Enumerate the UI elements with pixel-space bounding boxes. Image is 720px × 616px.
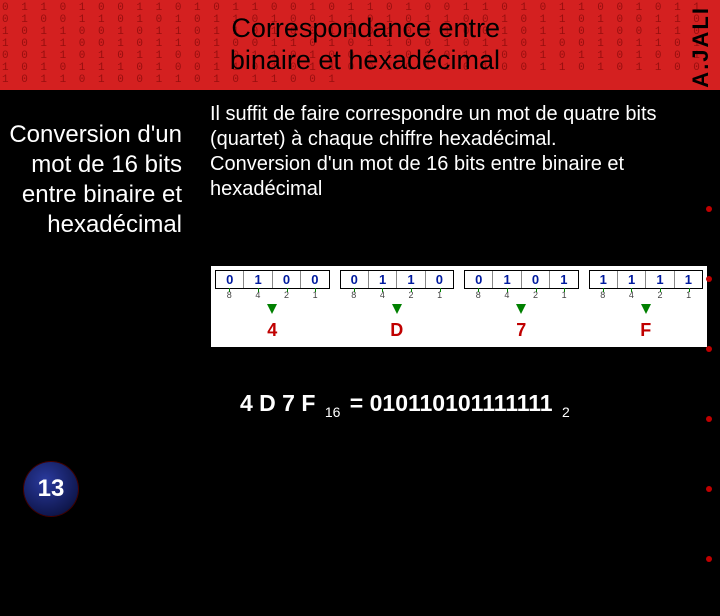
nibble-group: 01108421D (340, 270, 455, 341)
weight-cell: 8 (589, 290, 618, 304)
nibble-group: 010184217 (464, 270, 579, 341)
arrow-down-icon (464, 304, 579, 318)
bit-cell: 0 (465, 271, 493, 288)
weight-cell: 8 (340, 290, 369, 304)
dot-icon (706, 416, 712, 422)
weight-cell: 2 (397, 290, 426, 304)
bit-row: 0110 (340, 270, 455, 289)
dot-icon (706, 276, 712, 282)
nibble-group: 11118421F (589, 270, 704, 341)
weight-row: 8421 (215, 290, 330, 304)
arrow-down-icon (589, 304, 704, 318)
equation: 4 D 7 F 16 = 010110101111111 2 (240, 390, 573, 420)
bit-row: 0100 (215, 270, 330, 289)
weight-cell: 2 (521, 290, 550, 304)
hex-result: D (340, 320, 455, 341)
weight-cell: 8 (215, 290, 244, 304)
equation-hex-base: 16 (322, 404, 344, 420)
hex-result: 7 (464, 320, 579, 341)
weight-row: 8421 (589, 290, 704, 304)
bit-cell: 0 (273, 271, 301, 288)
bit-cell: 0 (426, 271, 453, 288)
weight-cell: 1 (550, 290, 579, 304)
weight-cell: 4 (493, 290, 522, 304)
bit-cell: 0 (216, 271, 244, 288)
dot-icon (706, 346, 712, 352)
title-line-1: Correspondance entre (231, 13, 500, 43)
weight-cell: 1 (674, 290, 703, 304)
body-line: Conversion d'un mot de 16 bits entre bin… (210, 153, 624, 200)
author-brand: A.JALI (688, 6, 714, 88)
arrow-down-icon (215, 304, 330, 318)
bit-cell: 1 (369, 271, 397, 288)
bit-cell: 1 (675, 271, 702, 288)
weight-cell: 2 (272, 290, 301, 304)
bit-cell: 1 (244, 271, 272, 288)
bit-cell: 1 (550, 271, 577, 288)
weight-cell: 1 (301, 290, 330, 304)
dot-icon (706, 556, 712, 562)
weight-row: 8421 (340, 290, 455, 304)
page-number-badge: 13 (24, 462, 78, 516)
bit-cell: 1 (618, 271, 646, 288)
body-line: Il suffit de faire correspondre un mot d… (210, 103, 657, 150)
conversion-diagram: 01008421401108421D01018421711118421F (210, 265, 708, 348)
weight-cell: 1 (425, 290, 454, 304)
body-paragraph: Il suffit de faire correspondre un mot d… (210, 102, 710, 202)
slide-title: Correspondance entre binaire et hexadéci… (30, 0, 560, 77)
equation-bin: 010110101111111 (370, 390, 553, 416)
dot-icon (706, 486, 712, 492)
bit-row: 1111 (589, 270, 704, 289)
weight-cell: 8 (464, 290, 493, 304)
bit-row: 0101 (464, 270, 579, 289)
title-line-2: binaire et hexadécimal (230, 45, 500, 75)
bit-cell: 0 (301, 271, 328, 288)
weight-cell: 2 (646, 290, 675, 304)
sidebar-heading: Conversion d'un mot de 16 bits entre bin… (0, 120, 190, 240)
arrow-down-icon (340, 304, 455, 318)
weight-cell: 4 (244, 290, 273, 304)
bit-cell: 0 (341, 271, 369, 288)
hex-result: F (589, 320, 704, 341)
bit-cell: 1 (646, 271, 674, 288)
dot-icon (706, 206, 712, 212)
weight-cell: 4 (368, 290, 397, 304)
bit-cell: 1 (397, 271, 425, 288)
equation-bin-base: 2 (559, 404, 573, 420)
equation-hex: 4 D 7 F (240, 390, 315, 416)
slide-header: 0 1 1 0 1 0 0 1 1 0 1 0 1 1 0 0 1 0 1 1 … (0, 0, 720, 90)
equation-equals: = (350, 390, 363, 416)
hex-result: 4 (215, 320, 330, 341)
decorative-dots (704, 186, 714, 616)
slide-content: Conversion d'un mot de 16 bits entre bin… (0, 90, 720, 540)
bit-cell: 1 (493, 271, 521, 288)
bit-cell: 0 (522, 271, 550, 288)
weight-cell: 4 (617, 290, 646, 304)
nibble-group: 010084214 (215, 270, 330, 341)
bit-cell: 1 (590, 271, 618, 288)
weight-row: 8421 (464, 290, 579, 304)
